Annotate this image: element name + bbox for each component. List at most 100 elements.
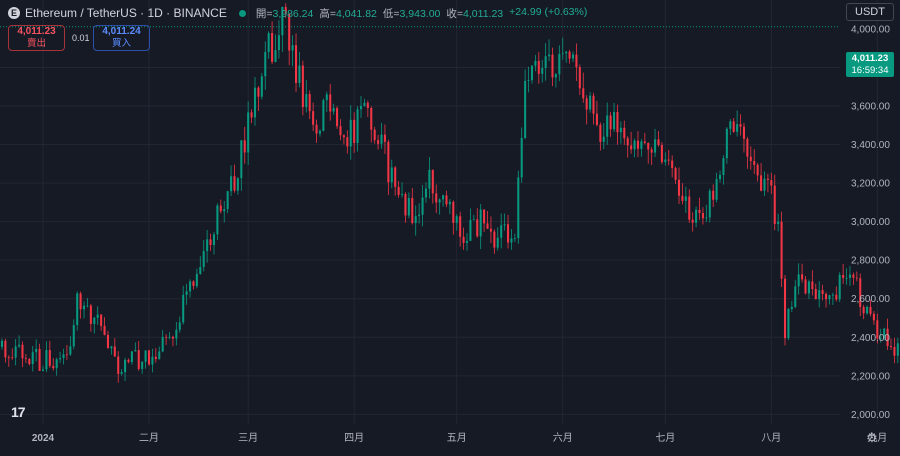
candle-body: [264, 52, 267, 77]
candle-body: [212, 234, 215, 245]
candle: [452, 200, 455, 235]
candle-body: [616, 112, 619, 133]
candle: [592, 92, 595, 125]
candle: [325, 91, 328, 112]
candle: [120, 369, 123, 376]
candle: [445, 190, 448, 208]
candle-body: [298, 65, 301, 83]
candle: [551, 47, 554, 87]
candle: [725, 127, 728, 164]
buy-button[interactable]: 4,011.24 買入: [93, 25, 150, 51]
candle-body: [240, 140, 243, 179]
candle-body: [448, 201, 451, 205]
candle: [356, 106, 359, 152]
sell-label: 賣出: [26, 38, 46, 49]
candle: [729, 119, 732, 136]
candle-body: [182, 294, 185, 323]
candle: [845, 268, 848, 285]
candle: [414, 205, 417, 236]
candle: [366, 100, 369, 118]
candle-body: [14, 346, 17, 358]
y-tick-label: 3,600.00: [851, 102, 890, 113]
candle: [41, 365, 45, 372]
gear-icon[interactable]: ⚙: [866, 430, 878, 445]
candle-body: [606, 115, 609, 137]
candle-body: [356, 109, 359, 144]
candle: [45, 341, 48, 373]
candle-body: [548, 54, 551, 57]
candle: [62, 348, 65, 365]
candle-body: [96, 314, 99, 318]
candle-body: [442, 195, 445, 200]
candle: [31, 345, 34, 372]
candle: [329, 83, 332, 121]
candle-body: [435, 193, 438, 203]
candle-body: [76, 293, 79, 326]
currency-button[interactable]: USDT: [846, 3, 894, 21]
candle-body: [643, 141, 646, 143]
candle: [510, 228, 513, 250]
candle-body: [719, 174, 722, 180]
candle: [178, 316, 181, 333]
tradingview-logo[interactable]: 17: [11, 404, 26, 420]
candle: [476, 208, 479, 238]
candle-body: [835, 294, 838, 300]
candle: [349, 105, 352, 160]
high-value: 4,041.82: [336, 7, 377, 20]
candle-body: [93, 317, 96, 324]
candle: [821, 284, 824, 301]
candle: [876, 313, 879, 344]
candle-body: [736, 124, 739, 132]
candle: [267, 31, 270, 59]
candle-body: [144, 350, 147, 362]
candle-body: [893, 346, 896, 356]
sell-price: 4,011.23: [17, 26, 56, 37]
candle-body: [886, 328, 889, 347]
candle-body: [445, 195, 448, 205]
candle: [52, 358, 55, 371]
candle: [599, 122, 602, 151]
candle: [602, 123, 605, 150]
candle: [4, 338, 7, 363]
y-tick-label: 2,000.00: [851, 410, 890, 421]
candle-body: [62, 354, 65, 359]
candle-body: [489, 228, 492, 232]
candle-body: [195, 273, 198, 287]
candle-body: [544, 56, 547, 68]
candle-body: [257, 87, 260, 97]
candle: [127, 358, 130, 364]
candle-body: [619, 127, 622, 133]
candle-body: [814, 288, 817, 300]
candle-body: [31, 352, 34, 365]
candle-body: [332, 108, 335, 112]
x-tick-label: 七月: [655, 432, 675, 444]
candle: [783, 274, 787, 346]
candle: [65, 345, 68, 360]
sell-button[interactable]: 4,011.23 賣出: [8, 25, 65, 51]
candle: [247, 101, 250, 165]
candle-body: [578, 67, 581, 89]
candle-body: [243, 140, 246, 153]
candle: [701, 207, 704, 225]
y-tick-label: 2,800.00: [851, 256, 890, 267]
candle-body: [151, 356, 154, 365]
y-tick-label: 2,600.00: [851, 294, 890, 305]
candle-body: [790, 306, 793, 309]
candle-body: [370, 107, 373, 130]
candle: [448, 199, 451, 215]
candle: [151, 348, 154, 373]
candle: [544, 43, 547, 81]
candle-body: [825, 293, 828, 300]
candle-body: [500, 225, 503, 238]
candle: [842, 263, 845, 284]
candle: [664, 152, 667, 166]
candle: [749, 146, 752, 170]
candle-body: [308, 94, 311, 112]
candle-body: [52, 365, 55, 369]
symbol-title[interactable]: Ethereum / TetherUS · 1D · BINANCE: [25, 6, 227, 20]
candle-body: [571, 54, 575, 59]
candle: [691, 212, 694, 232]
candle-body: [712, 190, 715, 200]
candle-body: [688, 196, 691, 220]
